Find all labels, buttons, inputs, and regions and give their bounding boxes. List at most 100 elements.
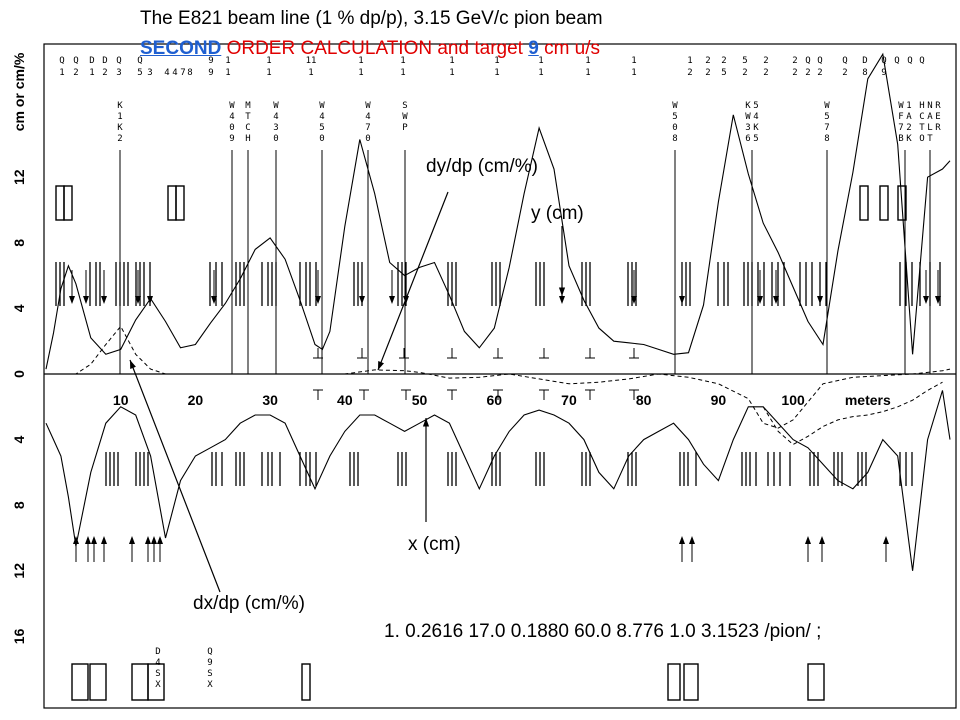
element-number-top: 7 — [180, 68, 185, 78]
element-number-top: 4 — [172, 68, 177, 78]
element-label-top: Q — [116, 56, 121, 66]
hodoscope-label-char: H — [245, 134, 250, 144]
element-label-top: 2 — [763, 56, 768, 66]
hodoscope-label-char: K — [117, 101, 123, 111]
hodoscope-label-char: W — [898, 101, 904, 111]
bottom-element-label-char: X — [155, 680, 161, 690]
hodoscope-label-char: 3 — [745, 123, 750, 133]
hodoscope-label-char: W — [402, 112, 408, 122]
dx-dp-label: dx/dp (cm/%) — [193, 593, 305, 614]
hodoscope-label-char: 2 — [906, 123, 911, 133]
element-label-top: 11 — [306, 56, 317, 66]
x-tick-label: 90 — [711, 392, 727, 408]
upper-arrow-head — [817, 296, 823, 304]
x-tick-label: 50 — [412, 392, 428, 408]
bottom-element-label-char: X — [207, 680, 213, 690]
lower-arrow-head — [157, 536, 163, 544]
hodoscope-label-char: K — [753, 123, 759, 133]
element-label-top: 2 — [721, 56, 726, 66]
upper-dipole-box — [879, 185, 889, 221]
element-label-top: 1 — [225, 56, 230, 66]
element-label-top: Q — [842, 56, 847, 66]
element-number-top: 2 — [817, 68, 822, 78]
dy-dp-pointer-head — [378, 361, 384, 370]
hodoscope-label-char: 4 — [365, 112, 370, 122]
hodoscope-label-char: A — [927, 112, 933, 122]
bottom-element-label-char: Q — [207, 647, 212, 657]
y-tick-label-lower: 8 — [11, 501, 27, 509]
element-number-top: 1 — [538, 68, 543, 78]
x-tick-label: 100 — [781, 392, 805, 408]
hodoscope-label-char: 0 — [273, 134, 278, 144]
hodoscope-label-char: 4 — [753, 112, 758, 122]
element-label-top: 1 — [538, 56, 543, 66]
element-number-top: 1 — [358, 68, 363, 78]
x-unit-label: meters — [845, 392, 891, 408]
element-number-top: 1 — [308, 68, 313, 78]
lower-arrow-head — [145, 536, 151, 544]
element-label-top: 1 — [687, 56, 692, 66]
y-axis-unit-label: cm or cm/% — [11, 52, 27, 131]
element-label-top: Q — [817, 56, 822, 66]
chart-title: The E821 beam line (1 % dp/p), 3.15 GeV/… — [140, 8, 603, 29]
element-label-top: Q — [907, 56, 912, 66]
hodoscope-label-char: F — [898, 112, 903, 122]
upper-dipole-box — [175, 185, 185, 221]
hodoscope-label-char: N — [927, 101, 932, 111]
element-number-top: 1 — [89, 68, 94, 78]
element-label-top: Q — [894, 56, 899, 66]
hodoscope-label-char: 7 — [824, 123, 829, 133]
element-label-top: 5 — [742, 56, 747, 66]
lower-arrow-head — [819, 536, 825, 544]
lower-arrow-head — [91, 536, 97, 544]
element-label-top: Q — [73, 56, 78, 66]
element-label-top: 2 — [792, 56, 797, 66]
hodoscope-label-char: R — [935, 123, 941, 133]
lower-arrow-head — [73, 536, 79, 544]
hodoscope-label-char: B — [898, 134, 903, 144]
upper-arrow-head — [923, 296, 929, 304]
x-cm-label: x (cm) — [408, 534, 461, 555]
element-label-top: 1 — [358, 56, 363, 66]
element-label-top: 1 — [449, 56, 454, 66]
element-number-top: 1 — [266, 68, 271, 78]
x-cm-pointer-head — [422, 418, 430, 427]
upper-arrow-head — [135, 296, 141, 304]
hodoscope-label-char: 7 — [898, 123, 903, 133]
x-tick-label: 20 — [188, 392, 204, 408]
x-tick-label: 60 — [486, 392, 502, 408]
element-number-top: 3 — [116, 68, 121, 78]
y-cm-pointer-head — [558, 287, 566, 296]
element-number-top: 1 — [631, 68, 636, 78]
series-dy-dp-cm — [46, 325, 951, 429]
hodoscope-label-char: E — [935, 112, 940, 122]
bottom-element-label-char: 9 — [207, 658, 212, 668]
hodoscope-label-char: 0 — [672, 123, 677, 133]
element-number-top: 4 — [164, 68, 169, 78]
element-number-top: 2 — [842, 68, 847, 78]
element-number-top: 9 — [881, 68, 886, 78]
lower-arrow-head — [101, 536, 107, 544]
hodoscope-label-char: C — [245, 123, 250, 133]
chart-subtitle: SECOND ORDER CALCULATION and target 9 cm… — [140, 38, 600, 60]
hodoscope-label-char: O — [919, 134, 924, 144]
element-number-top: 2 — [792, 68, 797, 78]
hodoscope-label-char: P — [402, 123, 408, 133]
element-label-top: Q — [805, 56, 810, 66]
hodoscope-label-char: 5 — [672, 112, 677, 122]
hodoscope-label-char: 4 — [273, 112, 278, 122]
hodoscope-label-char: K — [117, 123, 123, 133]
x-tick-label: 10 — [113, 392, 129, 408]
upper-arrow-head — [83, 296, 89, 304]
element-number-top: 1 — [225, 68, 230, 78]
lower-dipole-box — [683, 663, 699, 701]
x-tick-label: 30 — [262, 392, 278, 408]
element-number-top: 2 — [742, 68, 747, 78]
run-parameters: 1. 0.2616 17.0 0.1880 60.0 8.776 1.0 3.1… — [384, 621, 822, 642]
upper-arrow-head — [559, 296, 565, 304]
lower-dipole-box — [89, 663, 107, 701]
dy-dp-label: dy/dp (cm/%) — [426, 156, 538, 177]
hodoscope-label-char: K — [745, 101, 751, 111]
series-dx-dp-cm — [762, 381, 943, 446]
upper-dipole-box — [167, 185, 177, 221]
